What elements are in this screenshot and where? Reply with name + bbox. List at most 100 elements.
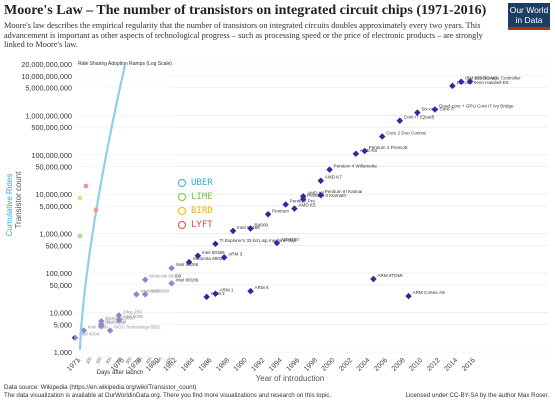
legend-item-lyft: LYFT	[178, 218, 213, 232]
x-tick-label: 1998	[303, 357, 319, 373]
transistor-point	[247, 287, 254, 295]
point-label: Core 2 Duo Conroe	[386, 130, 426, 135]
inset-tick-label: 350	[135, 355, 143, 364]
y-tick-label: 500,000	[46, 242, 72, 251]
x-tick-label: 2006	[373, 357, 389, 373]
point-label: ARM 6	[255, 285, 269, 290]
y-tick-label: 100,000	[46, 269, 72, 278]
ride-share-point	[77, 195, 83, 201]
uber-marker	[178, 179, 186, 187]
point-label: RCA 1802	[105, 318, 126, 323]
x-tick-label: 1986	[198, 357, 214, 373]
legend-label-bird: BIRD	[191, 206, 213, 216]
inset-tick-label: 300	[125, 355, 133, 364]
inset-tick-label: 500	[165, 355, 173, 364]
footer-source: Data source: Wikipedia (https://en.wikip…	[4, 384, 331, 400]
point-label: Intel 80286	[176, 262, 199, 267]
transistor-point	[212, 240, 219, 248]
license-text: Licensed under CC-BY-SA by the author Ma…	[405, 392, 549, 399]
legend-label-lime: LIME	[191, 192, 213, 202]
point-label: AMD K7	[325, 175, 343, 180]
ride-share-point	[77, 233, 83, 239]
transistor-point	[317, 191, 325, 199]
legend-label-uber: UBER	[191, 178, 213, 188]
y-tick-label: 10,000	[50, 309, 72, 318]
x-tick-label: 1984	[180, 357, 196, 373]
inset-x-label: Days after launch	[97, 370, 144, 376]
owid-logo[interactable]: Our World in Data	[508, 3, 550, 30]
x-tick-label: 1992	[250, 357, 266, 373]
grid-lines	[75, 63, 548, 353]
x-tick-label: 1971	[66, 357, 82, 373]
data-source-text: Data source: Wikipedia (https://en.wikip…	[4, 384, 197, 391]
inset-background	[74, 58, 175, 358]
point-label: ARM Cortex-A9	[413, 290, 446, 295]
y-tick-label: 1,000	[54, 348, 72, 357]
transistor-point	[273, 239, 281, 247]
inset-y-label: Cumulative Rides	[5, 174, 14, 237]
y-tick-label: 5,000,000	[40, 202, 72, 211]
point-label: Motorola 68000	[149, 274, 181, 279]
point-label: Intel 4004	[79, 332, 100, 337]
transistor-point	[264, 211, 272, 218]
point-label: ARM 9TDMI	[377, 273, 402, 278]
y-tick-label: 500,000,000	[31, 123, 72, 132]
x-axis-label: Year of introduction	[256, 374, 325, 383]
point-label: IBM z13 Storage Controller	[465, 76, 521, 81]
point-label: R4000	[255, 223, 269, 228]
point-label: Pentium III Katmai	[325, 189, 363, 194]
point-label: 18-core Xeon Haswell-E5	[456, 80, 509, 85]
legend-item-lime: LIME	[178, 190, 213, 204]
point-label: Intel 8086	[140, 288, 161, 293]
point-label: Pentium 4 Prescott	[369, 145, 409, 150]
transistor-point	[282, 201, 289, 208]
x-tick-label: 2000	[321, 357, 337, 373]
y-tick-label: 50,000,000	[35, 163, 72, 172]
inset-chart: 0 100 150 200 250 300 350 400 450 500	[76, 64, 173, 365]
legend-item-bird: BIRD	[178, 204, 213, 218]
legend-label-lyft: LYFT	[191, 220, 213, 230]
inset-tick-label: 0	[76, 357, 82, 362]
uber-ramp-line	[78, 64, 127, 351]
lyft-marker	[178, 221, 186, 229]
transistor-point	[141, 291, 149, 298]
transistor-point	[431, 106, 439, 113]
y-axis-label: Transistor count	[14, 171, 23, 229]
point-label: TI Explorer's 32-bit Lisp machine chip	[219, 238, 296, 243]
inset-tick-label: 400	[145, 355, 153, 364]
transistor-point	[457, 78, 465, 85]
transistor-point	[220, 254, 228, 261]
y-tick-label: 5,000	[54, 320, 72, 329]
y-tick-label: 5,000,000,000	[25, 84, 72, 93]
y-tick-label: 1,000,000	[40, 230, 72, 239]
point-label: AMD K8	[360, 148, 378, 153]
ride-share-point	[93, 207, 99, 213]
y-tick-label: 50,000	[50, 281, 72, 290]
y-tick-label: 100,000,000	[31, 151, 72, 160]
point-label: Intel 8080	[105, 320, 126, 325]
y-tick-label: 1,000,000,000	[25, 111, 72, 120]
y-tick-label: 10,000,000	[35, 190, 72, 199]
point-label: MOS Technology 6502	[114, 324, 161, 329]
transistor-point	[185, 258, 193, 266]
transistor-point	[378, 133, 386, 140]
x-tick-label: 2010	[408, 357, 424, 373]
point-label: Motorola 68020	[193, 256, 225, 261]
transistor-point	[168, 264, 175, 272]
inset-tick-label: 150	[95, 355, 103, 364]
point-label: Pentium II Klamath	[307, 193, 346, 198]
point-label: Intel 80386	[202, 250, 225, 255]
y-tick-label: 10,000,000,000	[21, 72, 72, 81]
inset-tick-label: 200	[105, 355, 113, 364]
transistor-point	[317, 177, 325, 184]
inset-title: Ride Sharing Adoption Ramps (Log Scale)	[78, 61, 172, 67]
x-tick-label: 2014	[443, 357, 459, 373]
legend-item-uber: UBER	[178, 176, 213, 190]
point-label: AMD K5	[298, 203, 316, 208]
x-tick-label: 1988	[215, 357, 231, 373]
point-label: Six-core Core i7	[421, 107, 454, 112]
inset-tick-label: 100	[85, 355, 93, 364]
inset-tick-label: 250	[115, 355, 123, 364]
transistor-point	[299, 193, 307, 200]
